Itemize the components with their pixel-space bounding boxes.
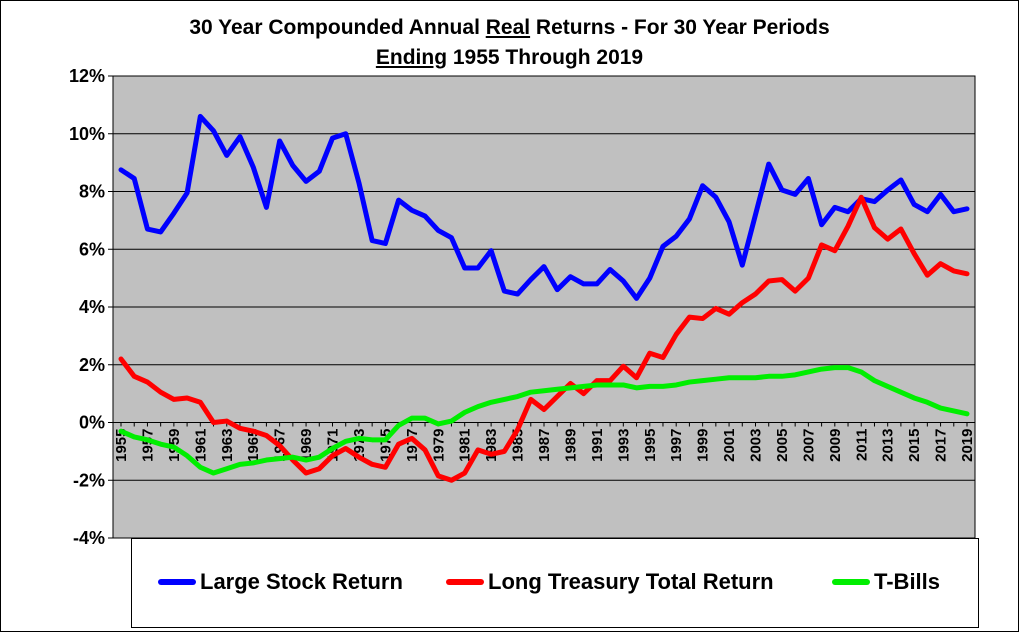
legend-label-t-bills: T-Bills [874,569,941,594]
y-tick-label: 0% [79,413,105,433]
legend-item-t-bills: T-Bills [832,568,940,596]
x-tick-label: 1969 [298,429,315,462]
series-line-large-stock-return [118,113,970,301]
x-tick-label: 1989 [562,429,579,462]
x-tick-label: 1991 [589,429,606,462]
x-tick-label: 2003 [748,429,765,462]
x-tick-label: 1999 [695,429,712,462]
x-tick-label: 1983 [483,429,500,462]
x-tick-label: 2015 [906,429,923,462]
x-tick-label: 1961 [192,429,209,462]
x-tick-label: 1963 [219,429,236,462]
x-tick-label: 1987 [536,429,553,462]
x-tick-label: 2011 [853,429,870,462]
y-tick-label: 2% [79,355,105,375]
y-tick-label: 10% [69,124,105,144]
x-tick-label: 2005 [774,429,791,462]
x-tick-label: 1965 [245,429,262,462]
x-tick-label: 2009 [827,429,844,462]
x-tick-label: 2007 [800,429,817,462]
x-tick-label: 1957 [139,429,156,462]
x-tick-label: 1995 [642,429,659,462]
y-tick-label: -2% [73,470,105,490]
series-line-long-treasury-total-return [118,194,970,483]
x-tick-label: 2019 [959,429,976,462]
x-tick-label: 2013 [880,429,897,462]
x-tick-label: 1981 [457,429,474,462]
y-tick-label: -4% [73,528,105,548]
legend-swatch-large-stock [158,579,196,585]
x-tick-label: 2017 [933,429,950,462]
chart-title-line-2: Ending 1955 Through 2019 [375,46,644,69]
y-tick-label: 8% [79,182,105,202]
legend-label-large-stock: Large Stock Return [200,569,403,594]
x-tick-label: 2001 [721,429,738,462]
legend: Large Stock Return Long Treasury Total R… [131,538,979,628]
y-tick-label: 12% [69,66,105,86]
x-tick-label: 1979 [430,429,447,462]
x-tick-label: 1977 [404,429,421,462]
chart-title-line-1: 30 Year Compounded Annual Real Returns -… [189,16,830,39]
x-tick-label: 1955 [113,429,130,462]
legend-item-long-treasury: Long Treasury Total Return [446,568,774,596]
x-tick-label: 1993 [615,429,632,462]
legend-label-long-treasury: Long Treasury Total Return [488,569,774,594]
legend-swatch-t-bills [832,579,870,585]
y-tick-label: 4% [79,297,105,317]
legend-item-large-stock: Large Stock Return [158,568,403,596]
y-axis-ticks: -4% -2% 0% 2% 4% 6% 8% 10% 12% [69,66,113,548]
x-tick-label: 1997 [668,429,685,462]
legend-swatch-long-treasury [446,579,484,585]
y-tick-label: 6% [79,239,105,259]
series-lines [118,113,970,483]
series-line-t-bills [118,365,970,476]
